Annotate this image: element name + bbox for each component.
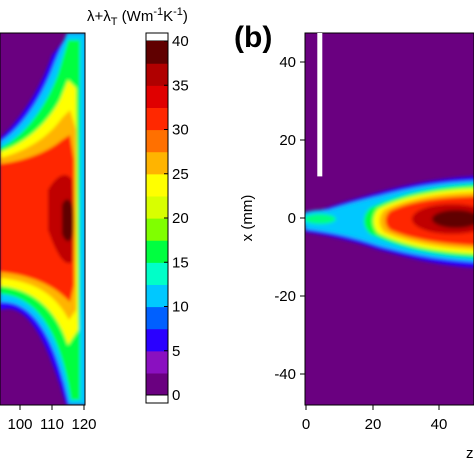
colorbar-tick-label: 40 — [172, 33, 189, 50]
panel-b-frame — [304, 32, 474, 406]
panel-b-y-tick-label: 20 — [279, 132, 296, 149]
colorbar-swatch — [146, 107, 168, 131]
colorbar-swatch — [146, 328, 168, 352]
colorbar-swatch — [146, 372, 168, 396]
panel-a-x-tick-label: 120 — [71, 416, 96, 433]
colorbar-swatch — [146, 306, 168, 330]
colorbar-tick-label: 0 — [172, 387, 180, 404]
panel-a-x-tick-label: 110 — [40, 416, 64, 433]
panel-b-y-tick-label: -20 — [274, 288, 296, 305]
panel-a-contours — [0, 33, 85, 405]
colorbar-swatches — [146, 41, 168, 396]
panel-b-marker-bar — [317, 33, 323, 177]
colorbar-tick-label: 30 — [172, 122, 189, 139]
colorbar-tick-label: 35 — [172, 77, 189, 94]
colorbar-tick-label: 10 — [172, 299, 189, 316]
colorbar-swatch — [146, 173, 168, 197]
panel-a-x-tick-label: 100 — [7, 416, 32, 433]
panel-b-y-axis-label: x (mm) — [239, 195, 256, 242]
panel-b-x-axis: 0 20 40 z — [302, 405, 474, 462]
colorbar-tick-label: 25 — [172, 166, 189, 183]
panel-b-level-40 — [432, 210, 474, 228]
colorbar-ticks: 40 35 30 25 20 15 10 5 0 — [164, 33, 189, 404]
colorbar-swatch — [146, 262, 168, 285]
panel-b-x-axis-label: z — [466, 445, 474, 462]
colorbar: λ+λT (Wm-1K-1) 40 35 30 25 20 15 10 5 0 — [87, 6, 189, 404]
colorbar-swatch — [146, 85, 168, 108]
colorbar-tick-label: 20 — [172, 210, 189, 227]
panel-a-heatmap — [0, 32, 86, 406]
panel-a-level-40 — [62, 199, 73, 242]
panel-b-x-tick-label: 20 — [365, 416, 382, 433]
panel-b-spot-15 — [305, 214, 336, 224]
panel-a-level-30 — [0, 135, 74, 302]
panel-b-y-tick-label: -40 — [274, 366, 296, 383]
panel-b-y-axis: 40 20 0 -20 -40 x (mm) — [239, 54, 305, 383]
panel-b-y-tick-label: 40 — [279, 54, 296, 71]
colorbar-swatch — [146, 284, 168, 308]
colorbar-swatch — [146, 218, 168, 241]
colorbar-swatch — [146, 350, 168, 374]
colorbar-tick-label: 5 — [172, 343, 180, 360]
colorbar-swatch — [146, 41, 168, 64]
panel-b-x-tick-label: 40 — [431, 416, 448, 433]
colorbar-tick-label: 15 — [172, 254, 189, 271]
colorbar-swatch — [146, 151, 168, 175]
panel-b-x-tick-label: 0 — [302, 416, 310, 433]
colorbar-swatch — [146, 195, 168, 219]
panel-b-heatmap — [304, 32, 474, 406]
panel-a-frame — [0, 32, 86, 406]
colorbar-title: λ+λT (Wm-1K-1) — [87, 6, 188, 28]
panel-b-label: (b) — [234, 21, 272, 54]
colorbar-swatch — [146, 129, 168, 153]
colorbar-swatch — [146, 240, 168, 263]
panel-a-x-axis: 100 110 120 — [7, 405, 97, 433]
colorbar-top-cap — [145, 32, 169, 42]
colorbar-bottom-cap — [145, 394, 169, 404]
panel-b-contours — [305, 176, 474, 268]
panel-b-y-tick-label: 0 — [288, 210, 296, 227]
colorbar-swatch — [146, 63, 168, 86]
